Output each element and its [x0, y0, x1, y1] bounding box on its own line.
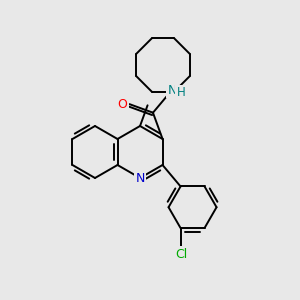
- Text: H: H: [177, 86, 185, 99]
- Text: N: N: [167, 84, 177, 97]
- Text: Cl: Cl: [176, 248, 188, 260]
- Text: N: N: [135, 172, 145, 185]
- Text: O: O: [118, 98, 128, 111]
